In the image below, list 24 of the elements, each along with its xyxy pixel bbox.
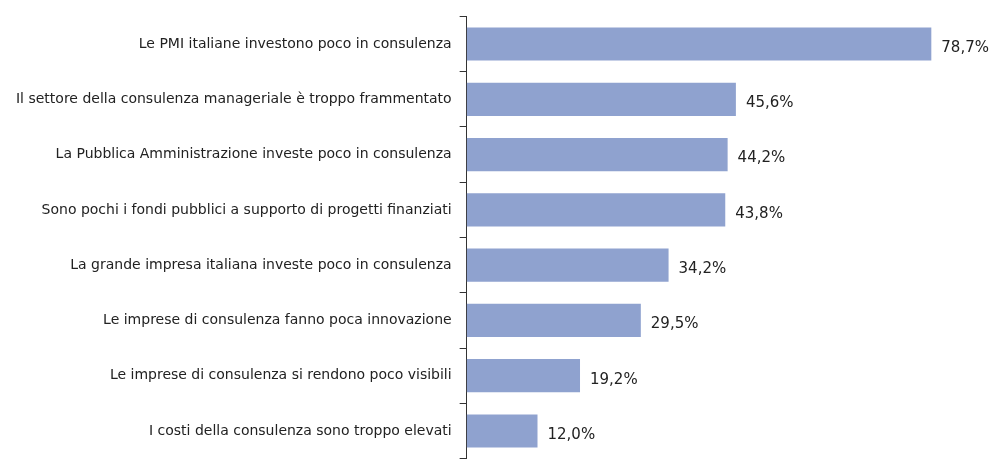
y-tick-label: Le imprese di consulenza fanno poca innovazione (103, 311, 452, 328)
bar (466, 248, 669, 282)
data-label: 12,0% (547, 424, 596, 443)
data-label: 44,2% (737, 148, 786, 167)
bar (466, 193, 726, 227)
y-tick-label: Il settore della consulenza manageriale è troppo frammentato (15, 89, 452, 106)
bar (466, 27, 932, 61)
bar (466, 359, 581, 393)
y-tick-label: Le imprese di consulenza si rendono poco visibili (109, 366, 452, 383)
bar (466, 303, 641, 337)
y-tick-label: La Pubblica Amministrazione investe poco in consulenza (55, 145, 452, 162)
data-label: 29,5% (650, 314, 699, 333)
y-tick-label: I costi della consulenza sono troppo elevati (148, 421, 452, 438)
bar (466, 138, 728, 172)
data-label: 34,2% (678, 259, 727, 278)
y-tick-label: Sono pochi i fondi pubblici a supporto di progetti finanziati (41, 200, 452, 217)
data-label: 78,7% (941, 37, 989, 56)
bar (466, 82, 736, 116)
bar (466, 414, 538, 448)
data-label: 45,6% (745, 93, 794, 112)
y-tick-label: Le PMI italiane investono poco in consulenza (138, 34, 452, 51)
data-label: 19,2% (590, 369, 638, 388)
data-label: 43,8% (735, 203, 783, 222)
y-tick-label: La grande impresa italiana investe poco in consulenza (70, 255, 452, 272)
